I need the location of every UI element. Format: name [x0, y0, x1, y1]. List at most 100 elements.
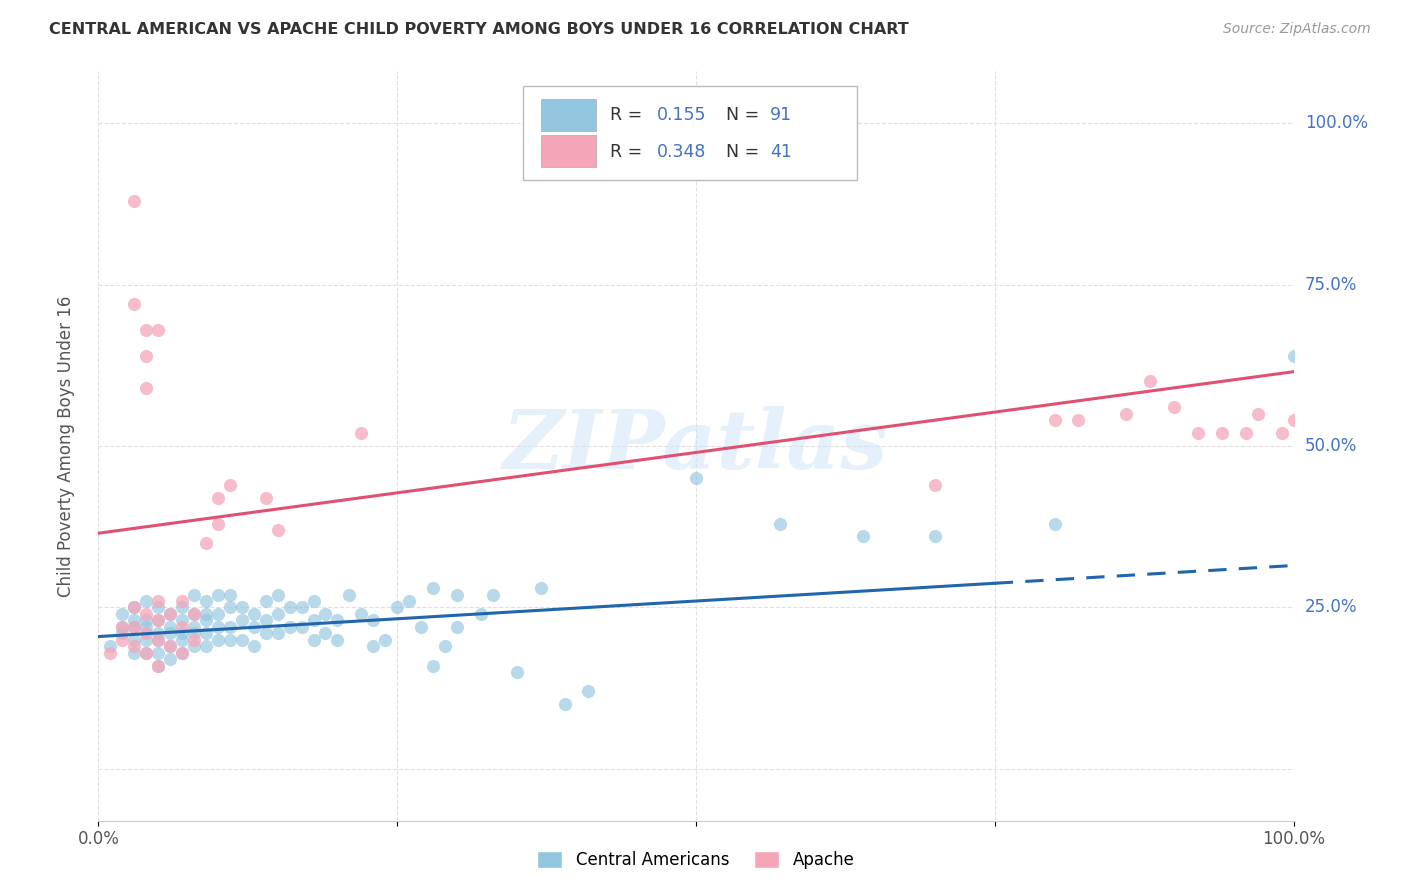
Point [124, 620, 146, 634]
Point [924, 529, 946, 543]
Point [267, 626, 290, 640]
Point [111, 620, 134, 634]
Point [243, 620, 266, 634]
Point [207, 588, 229, 602]
Point [254, 594, 277, 608]
Point [148, 658, 170, 673]
Text: 41: 41 [770, 143, 792, 161]
Point [124, 620, 146, 634]
Point [159, 620, 181, 634]
Point [195, 607, 218, 621]
Point [148, 632, 170, 647]
Point [506, 665, 529, 679]
Point [159, 607, 181, 621]
Point [124, 614, 146, 628]
Point [172, 646, 194, 660]
Point [422, 658, 444, 673]
Y-axis label: Child Poverty Among Boys Under 16: Child Poverty Among Boys Under 16 [56, 295, 75, 597]
Point [148, 614, 170, 628]
Point [434, 639, 457, 653]
Point [124, 600, 146, 615]
Point [195, 639, 218, 653]
Point [350, 426, 373, 441]
Point [481, 588, 505, 602]
Point [1247, 407, 1270, 421]
Text: ZIPatlas: ZIPatlas [503, 406, 889, 486]
Point [111, 632, 134, 647]
Point [135, 349, 157, 363]
Point [135, 594, 157, 608]
Point [374, 632, 396, 647]
Point [135, 620, 157, 634]
Point [111, 620, 134, 634]
Point [398, 594, 420, 608]
Point [124, 600, 146, 615]
Point [148, 632, 170, 647]
Point [135, 646, 157, 660]
Point [98, 646, 122, 660]
Point [195, 594, 218, 608]
Point [172, 620, 194, 634]
Point [291, 600, 314, 615]
Point [1163, 401, 1185, 415]
Point [124, 639, 146, 653]
Point [148, 614, 170, 628]
Point [326, 614, 349, 628]
Point [148, 600, 170, 615]
Point [207, 632, 229, 647]
Point [1271, 426, 1294, 441]
Point [231, 632, 253, 647]
Point [315, 607, 337, 621]
Point [1043, 413, 1066, 427]
Point [135, 614, 157, 628]
Point [363, 614, 385, 628]
Point [302, 632, 325, 647]
Point [183, 607, 205, 621]
Text: 50.0%: 50.0% [1305, 437, 1357, 455]
Point [124, 646, 146, 660]
Text: R =: R = [610, 143, 648, 161]
Point [135, 381, 157, 395]
Point [350, 607, 373, 621]
Point [1043, 516, 1066, 531]
Text: 100.0%: 100.0% [1305, 114, 1368, 132]
FancyBboxPatch shape [523, 87, 858, 180]
Point [339, 588, 361, 602]
Point [111, 607, 134, 621]
Point [159, 626, 181, 640]
Point [195, 626, 218, 640]
Point [291, 620, 314, 634]
Point [363, 639, 385, 653]
Text: Source: ZipAtlas.com: Source: ZipAtlas.com [1223, 22, 1371, 37]
Point [183, 626, 205, 640]
Point [554, 698, 576, 712]
Text: 75.0%: 75.0% [1305, 276, 1357, 293]
Point [219, 620, 242, 634]
Point [254, 491, 277, 505]
Point [135, 646, 157, 660]
Point [135, 626, 157, 640]
Point [207, 491, 229, 505]
Point [148, 626, 170, 640]
Point [183, 607, 205, 621]
Point [124, 297, 146, 311]
Point [385, 600, 409, 615]
Point [135, 632, 157, 647]
Point [183, 620, 205, 634]
Point [172, 614, 194, 628]
Point [326, 632, 349, 647]
Text: N =: N = [725, 106, 765, 124]
Point [852, 529, 875, 543]
Point [446, 588, 468, 602]
Point [98, 639, 122, 653]
Point [254, 614, 277, 628]
Point [1282, 413, 1305, 427]
Point [302, 594, 325, 608]
Point [207, 620, 229, 634]
Point [111, 626, 134, 640]
FancyBboxPatch shape [541, 99, 596, 130]
Point [231, 600, 253, 615]
Point [159, 639, 181, 653]
Point [172, 646, 194, 660]
Point [315, 626, 337, 640]
